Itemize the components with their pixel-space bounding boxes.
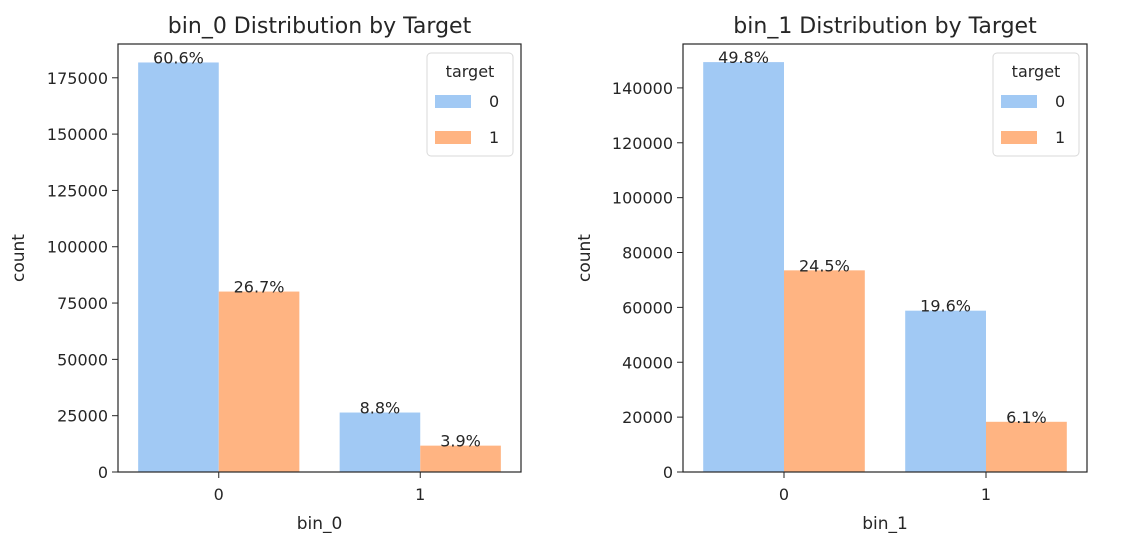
x-tick-label: 0 xyxy=(214,485,224,504)
y-axis-label: count xyxy=(9,234,29,282)
plot-frame xyxy=(117,43,522,473)
legend-label: 0 xyxy=(489,92,499,111)
bar-label: 8.8% xyxy=(360,399,401,418)
bar-0-target-0 xyxy=(138,62,219,472)
legend-swatch-0 xyxy=(1001,95,1037,108)
bar-label: 6.1% xyxy=(1006,408,1047,427)
x-axis-label: bin_0 xyxy=(297,514,343,534)
bar-0-target-1 xyxy=(784,270,865,472)
bar-0-target-0 xyxy=(703,62,784,472)
bar-1-target-0 xyxy=(339,412,421,472)
legend-label: 1 xyxy=(489,128,499,147)
y-tick-label: 75000 xyxy=(57,294,108,313)
y-tick-label: 40000 xyxy=(622,353,673,372)
legend: target 0 1 xyxy=(992,52,1080,157)
legend-label: 1 xyxy=(1055,128,1065,147)
chart-title: bin_0 Distribution by Target xyxy=(168,14,472,39)
legend-swatch-1 xyxy=(435,131,471,144)
y-tick-label: 175000 xyxy=(47,69,108,88)
x-tick-label: 1 xyxy=(981,485,991,504)
y-tick-label: 50000 xyxy=(57,350,108,369)
bar-label: 24.5% xyxy=(799,256,850,275)
legend-title: target xyxy=(446,62,495,81)
chart-panel-0: bin_0 Distribution by Target 0 25000 50000 7… xyxy=(9,14,522,534)
bar-1-target-1 xyxy=(420,445,501,472)
bar-0-target-1 xyxy=(218,291,300,472)
legend: target 0 1 xyxy=(426,52,514,157)
legend-swatch-0 xyxy=(435,95,471,108)
bar-label: 60.6% xyxy=(153,48,204,67)
y-tick-label: 20000 xyxy=(622,408,673,427)
y-tick-label: 120000 xyxy=(612,134,673,153)
legend-label: 0 xyxy=(1055,92,1065,111)
y-tick-label: 125000 xyxy=(47,181,108,200)
x-tick-label: 0 xyxy=(779,485,789,504)
y-axis-label: count xyxy=(575,234,595,282)
y-tick-label: 150000 xyxy=(47,125,108,144)
y-tick-label: 80000 xyxy=(622,244,673,263)
y-tick-label: 100000 xyxy=(612,189,673,208)
bar-label: 3.9% xyxy=(440,432,481,451)
legend-title: target xyxy=(1012,62,1061,81)
legend-swatch-1 xyxy=(1001,131,1037,144)
chart-panel-1: bin_1 Distribution by Target 0 20000 40000 6… xyxy=(575,14,1088,534)
chart-title: bin_1 Distribution by Target xyxy=(733,14,1037,39)
y-tick-label: 25000 xyxy=(57,407,108,426)
y-tick-label: 140000 xyxy=(612,79,673,98)
bar-1-target-1 xyxy=(986,421,1067,472)
bar-1-target-0 xyxy=(905,310,986,472)
x-tick-label: 1 xyxy=(415,485,425,504)
bar-label: 26.7% xyxy=(234,278,285,297)
y-tick-label: 0 xyxy=(663,463,673,482)
x-axis-label: bin_1 xyxy=(862,514,908,534)
y-tick-label: 0 xyxy=(98,463,108,482)
plot-frame xyxy=(682,43,1088,473)
bar-label: 49.8% xyxy=(718,48,769,67)
y-tick-label: 100000 xyxy=(47,238,108,257)
bar-label: 19.6% xyxy=(920,297,971,316)
y-tick-label: 60000 xyxy=(622,298,673,317)
